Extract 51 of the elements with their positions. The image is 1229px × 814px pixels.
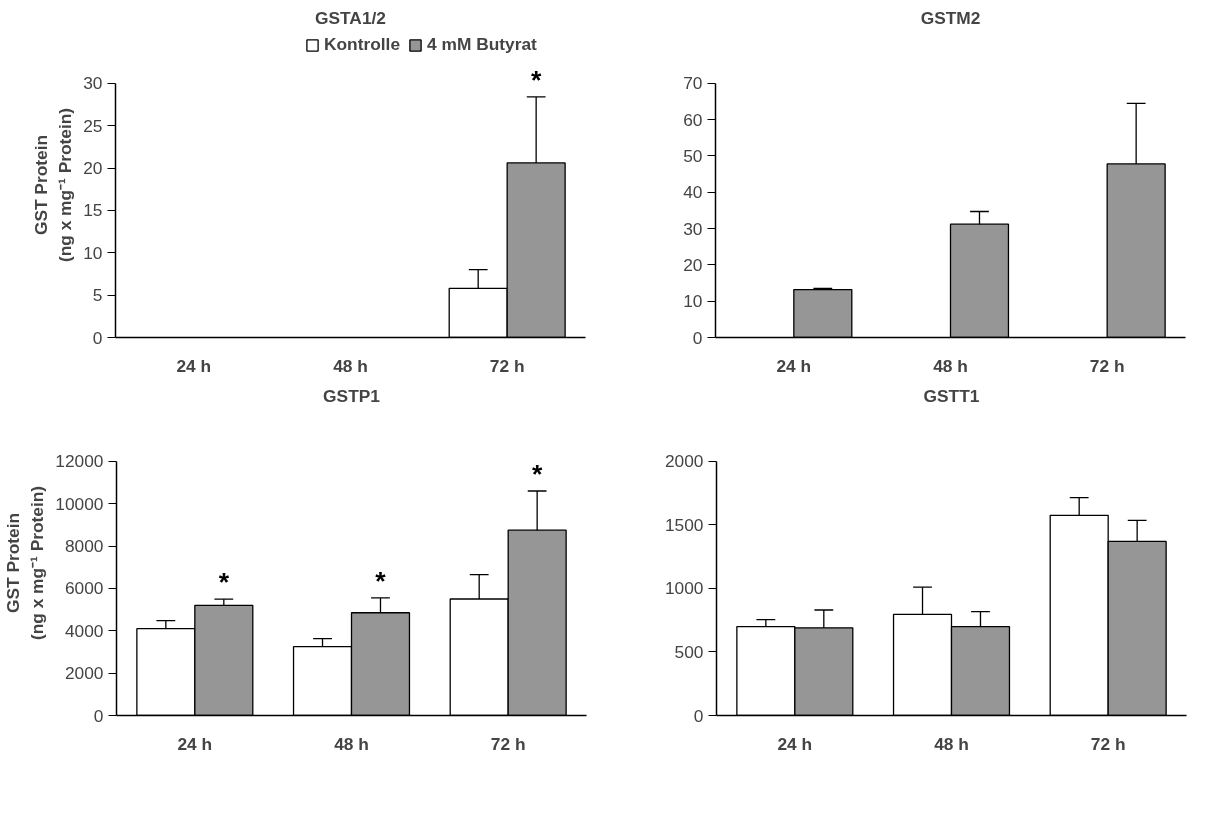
y-tick-label: 0 xyxy=(692,327,703,348)
x-tick-label: 72 h xyxy=(490,733,526,754)
x-tick-label: 48 h xyxy=(333,355,368,376)
legend-label: Kontrolle xyxy=(324,34,401,55)
chart-title: GSTM2 xyxy=(920,7,981,28)
y-tick-label: 10000 xyxy=(55,493,104,514)
x-tick-label: 72 h xyxy=(489,355,525,376)
x-tick-label: 24 h xyxy=(776,355,812,376)
y-tick-label: 30 xyxy=(683,218,703,239)
chart-title: GSTA1/2 xyxy=(315,7,386,28)
y-tick-label: 2000 xyxy=(64,663,104,684)
y-tick-label: 5 xyxy=(92,285,103,306)
y-tick-label: 50 xyxy=(683,145,703,166)
x-tick-label: 48 h xyxy=(934,733,969,754)
y-tick-label: 0 xyxy=(92,327,103,348)
y-tick-label: 500 xyxy=(674,641,704,662)
x-tick-label: 72 h xyxy=(1089,355,1125,376)
x-tick-label: 24 h xyxy=(176,355,212,376)
y-tick-label: 40 xyxy=(683,182,703,203)
y-tick-label: 8000 xyxy=(64,536,104,557)
chart-title: GSTT1 xyxy=(923,385,980,406)
x-tick-label: 24 h xyxy=(777,733,813,754)
y-tick-label: 60 xyxy=(683,109,703,130)
y-tick-label: 0 xyxy=(693,705,704,726)
y-tick-label: 1500 xyxy=(664,514,704,535)
annotation: * xyxy=(218,567,230,598)
y-tick-label: 20 xyxy=(83,158,103,179)
x-tick-label: 72 h xyxy=(1090,733,1126,754)
y-tick-label: 15 xyxy=(83,200,103,221)
y-tick-label: 2000 xyxy=(664,451,704,472)
y-axis-title: GST Protein (ng x mg⁻¹ Protein) xyxy=(31,107,76,263)
y-tick-label: 70 xyxy=(683,73,703,94)
x-tick-label: 24 h xyxy=(177,733,213,754)
y-tick-label: 10 xyxy=(683,291,703,312)
chart-title: GSTP1 xyxy=(323,385,381,406)
y-tick-label: 1000 xyxy=(664,578,704,599)
y-tick-label: 0 xyxy=(93,705,104,726)
y-axis-title: GST Protein (ng x mg⁻¹ Protein) xyxy=(3,485,48,641)
y-tick-label: 30 xyxy=(83,73,103,94)
annotation: * xyxy=(531,458,543,489)
y-tick-label: 4000 xyxy=(64,620,104,641)
y-tick-label: 6000 xyxy=(64,578,104,599)
y-tick-label: 25 xyxy=(83,115,103,136)
annotation: * xyxy=(530,64,542,95)
y-tick-label: 20 xyxy=(683,254,703,275)
annotation: * xyxy=(375,565,387,596)
y-tick-label: 10 xyxy=(83,242,103,263)
x-tick-label: 48 h xyxy=(933,355,968,376)
y-tick-label: 12000 xyxy=(55,451,104,472)
legend-label: 4 mM Butyrat xyxy=(427,34,537,55)
x-tick-label: 48 h xyxy=(334,733,369,754)
